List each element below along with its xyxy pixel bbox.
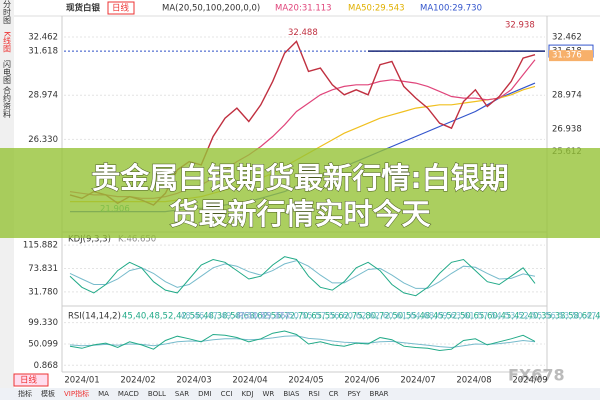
y-tick-label: 32.462 bbox=[28, 32, 58, 42]
y-tick-label: 28.974 bbox=[28, 91, 58, 101]
x-tick-label: 2024/02 bbox=[120, 376, 155, 386]
tab[interactable]: BRAR bbox=[370, 390, 389, 398]
period-box[interactable] bbox=[107, 1, 135, 15]
period-footer-box[interactable] bbox=[13, 373, 49, 387]
tab[interactable]: BIAS bbox=[283, 390, 300, 398]
series-line bbox=[69, 330, 536, 352]
x-tick-label: 2024/06 bbox=[344, 376, 379, 386]
sidebar-tab[interactable]: K线图 bbox=[3, 31, 12, 53]
x-tick-label: 2024/04 bbox=[232, 376, 267, 386]
y-tick-label: 31.618 bbox=[28, 47, 58, 57]
series-line bbox=[69, 260, 536, 289]
watermark: FX678 bbox=[508, 366, 565, 385]
rsi1: 45,40,48,52,42,55,48,38,58,68,62,55,72,7… bbox=[122, 312, 600, 322]
tab[interactable]: CCI bbox=[221, 390, 233, 398]
y-tick-label: 32.462 bbox=[552, 32, 582, 42]
y-tick-label: 99.330 bbox=[28, 318, 58, 328]
plot: 32.46231.61828.97426.33032.46231.61828.9… bbox=[23, 21, 594, 386]
ma50-label: MA50:29.543 bbox=[348, 4, 405, 14]
tab[interactable]: KDJ bbox=[241, 390, 253, 398]
tab[interactable]: VIP指标 bbox=[64, 389, 89, 398]
x-tick-label: 2024/05 bbox=[288, 376, 323, 386]
rsi-label: RSI(14,14,2) bbox=[68, 312, 121, 322]
last-price: 31.376 bbox=[552, 51, 582, 61]
sidebar-tab[interactable]: 合约资料 bbox=[3, 85, 12, 119]
ma100-label: MA100:29.730 bbox=[420, 4, 482, 14]
y-tick-label: 26.330 bbox=[28, 135, 58, 145]
period[interactable]: 日线 bbox=[112, 3, 130, 14]
y-tick-label: 73.831 bbox=[28, 264, 58, 274]
symbol: 现货白银 bbox=[66, 3, 101, 14]
x-tick-label: 2024/07 bbox=[400, 376, 435, 386]
tab[interactable]: PSY bbox=[348, 390, 362, 398]
y-tick-label: 28.974 bbox=[552, 91, 582, 101]
y-tick-label: 31.780 bbox=[28, 287, 58, 297]
tab[interactable]: 指标 bbox=[18, 389, 32, 398]
sidebar-tab[interactable]: 分时图 bbox=[3, 0, 12, 25]
price-box bbox=[549, 50, 593, 62]
series-line bbox=[69, 256, 536, 297]
series-line bbox=[69, 335, 536, 349]
kdj-label: KDJ(9,3,3) bbox=[68, 235, 111, 245]
tab[interactable]: 模板 bbox=[41, 389, 55, 398]
rsi2: 48,46,47,49,47,50,49,46,50,55,57,56,60,6… bbox=[180, 312, 600, 322]
tab[interactable]: SAR bbox=[175, 390, 189, 398]
tab[interactable]: DMI bbox=[198, 390, 212, 398]
tab[interactable]: MA bbox=[98, 390, 109, 398]
banner-line: 货最新行情实时今天 bbox=[169, 197, 430, 231]
x-tick-label: 2024/08 bbox=[456, 376, 491, 386]
kdj-k: K:46.650 bbox=[118, 235, 156, 245]
y-tick-label: 0.868 bbox=[34, 361, 58, 371]
banner bbox=[0, 148, 600, 238]
tab[interactable]: CR bbox=[329, 390, 339, 398]
tab[interactable]: BOLL bbox=[148, 390, 166, 398]
y-tick-label: 26.938 bbox=[552, 125, 582, 135]
annotation: 32.488 bbox=[288, 28, 318, 38]
tab[interactable]: MACD bbox=[118, 390, 139, 398]
tab-bar bbox=[0, 388, 600, 400]
ma-label: MA(20,50,100,200,0,0) bbox=[162, 4, 260, 14]
x-tick-label: 2024/01 bbox=[64, 376, 99, 386]
tab[interactable]: RSI bbox=[308, 390, 319, 398]
banner-line: 贵金属白银期货最新行情:白银期 bbox=[91, 161, 509, 195]
tab[interactable]: WR bbox=[263, 390, 275, 398]
annotation: 32.938 bbox=[505, 21, 535, 31]
x-tick-label: 2024/03 bbox=[176, 376, 211, 386]
rsi3: RSI3:55.374 bbox=[238, 312, 290, 322]
ma20-label: MA20:31.113 bbox=[275, 4, 332, 14]
y-tick-label: 115.882 bbox=[23, 241, 58, 251]
sidebar-tab[interactable]: 闪电图 bbox=[3, 60, 12, 85]
x-tick-label: 2024/09 bbox=[512, 376, 547, 386]
period-footer[interactable]: 日线 bbox=[20, 375, 38, 386]
y-tick-label: 50.099 bbox=[28, 339, 58, 349]
